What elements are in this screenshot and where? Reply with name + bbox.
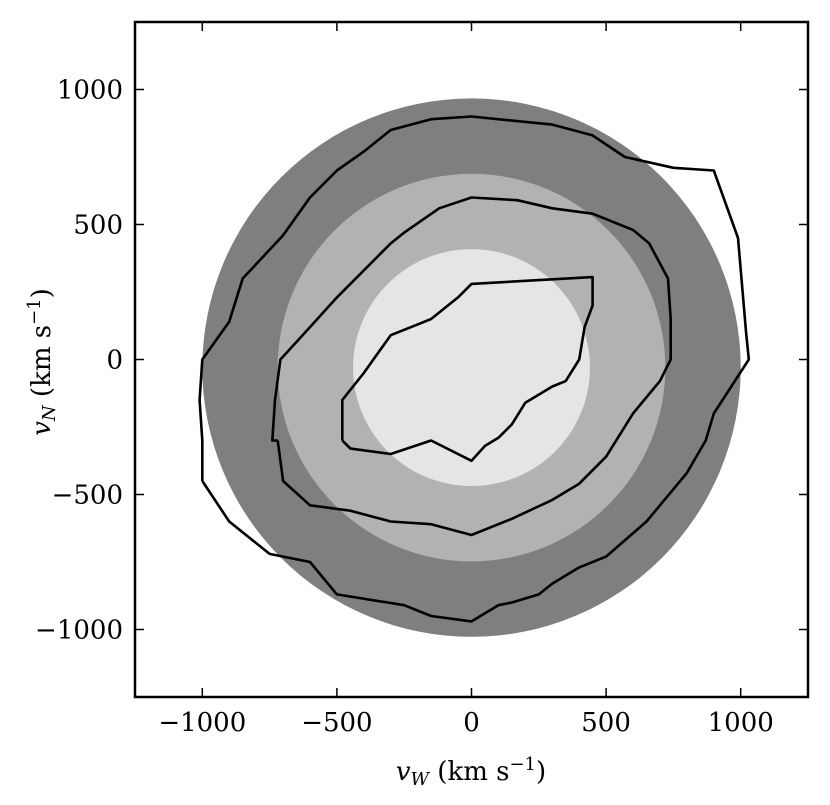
contour-lines [198,115,751,623]
contour-line-1 [198,115,751,623]
y-tick-label: 500 [73,211,123,241]
y-tick-label: 1000 [57,76,123,106]
y-axis-label: vN (km s−1) [24,288,60,436]
shaded-regions [202,98,741,637]
axis-ticks: −1000 −500 0 500 1000 −1000 −500 0 500 1000 [35,22,808,738]
x-tick-label: 500 [581,708,631,738]
y-tick-label: 0 [106,346,123,376]
x-tick-label: 0 [463,708,480,738]
y-tick-label: −500 [52,481,123,511]
x-tick-label: −1000 [158,708,246,738]
x-axis-label: vW (km s−1) [396,754,546,790]
x-tick-label: 1000 [708,708,774,738]
contour-line-2 [270,196,673,537]
x-tick-label: −500 [301,708,372,738]
y-tick-label: −1000 [35,616,123,646]
contour-line-3 [340,275,594,463]
shaded-region-3 [353,249,590,487]
